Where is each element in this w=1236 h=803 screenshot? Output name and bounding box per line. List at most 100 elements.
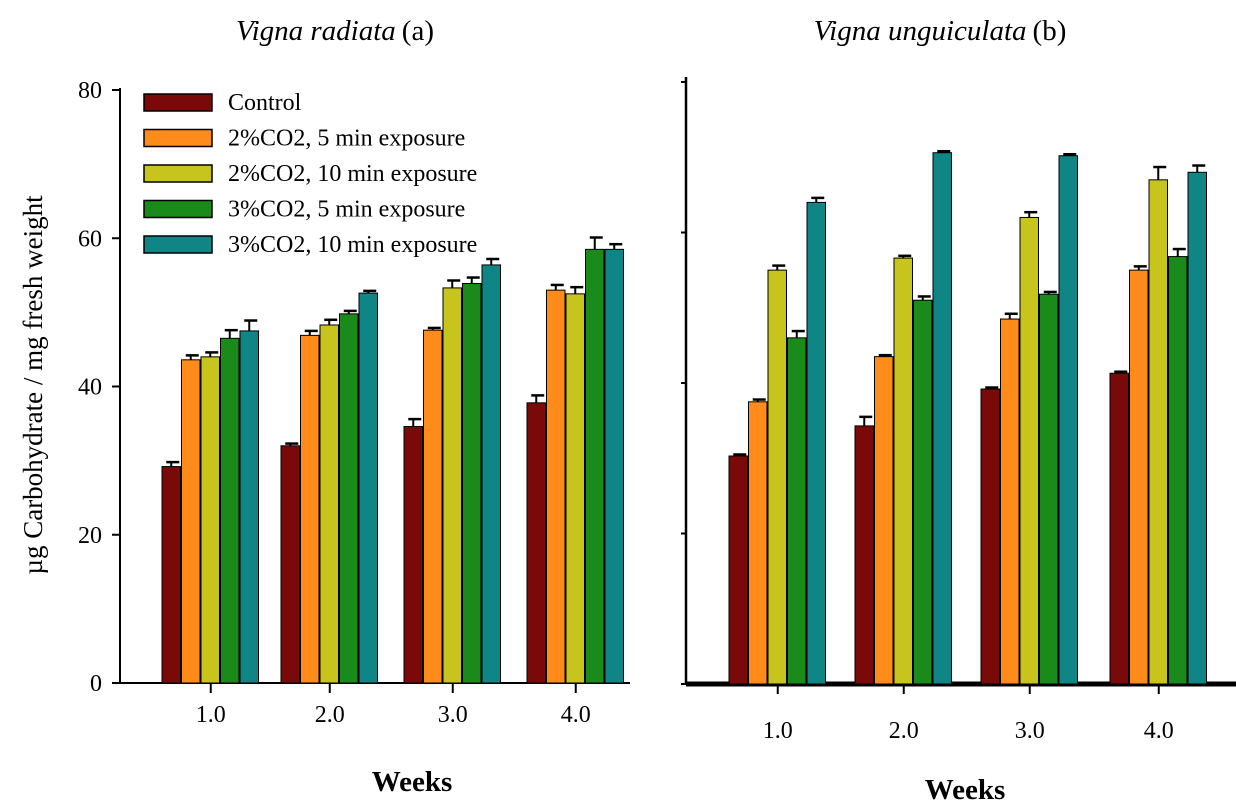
error-bar: [1024, 210, 1038, 218]
bar: [403, 426, 423, 684]
error-bar: [408, 417, 422, 427]
x-tick-label: 3.0: [1015, 718, 1045, 744]
bar: [1168, 256, 1188, 685]
bar: [565, 293, 585, 684]
bar: [526, 402, 546, 684]
y-tick-label: 60: [78, 226, 102, 252]
x-tick-label: 2.0: [889, 718, 919, 744]
bar: [854, 425, 874, 685]
panel-b-title-letter: (b): [1033, 15, 1067, 47]
bar: [893, 257, 913, 685]
bar: [585, 248, 605, 684]
bar: [980, 388, 1000, 685]
legend-item: 2%CO2, 5 min exposure: [143, 126, 465, 152]
error-bar: [1043, 290, 1057, 295]
bar: [200, 356, 220, 684]
error-bar: [447, 279, 461, 288]
legend-swatch: [143, 199, 213, 219]
panel-b-x-ticks: 1.0 2.0 3.0 4.0: [763, 684, 1174, 744]
bar: [932, 152, 952, 685]
panel-b-title-species: Vigna unguiculata: [814, 15, 1027, 47]
error-bar: [1004, 312, 1018, 320]
legend-label: 2%CO2, 5 min exposure: [228, 126, 465, 152]
x-tick-label: 1.0: [196, 702, 226, 728]
error-bar: [791, 329, 805, 338]
error-bar: [550, 283, 564, 291]
legend-swatch: [143, 164, 213, 183]
bar: [462, 282, 482, 684]
error-bar: [224, 328, 238, 339]
bar: [1187, 171, 1207, 685]
bar: [546, 289, 566, 684]
error-bar: [343, 309, 357, 314]
bar: [300, 334, 320, 684]
bar: [423, 329, 443, 684]
panel-a-y-axis-label: µg Carbohydrate / mg fresh weight: [18, 195, 48, 575]
bar: [913, 299, 933, 685]
panel-b-bars: [728, 149, 1207, 685]
bar: [1148, 179, 1168, 685]
error-bar: [466, 276, 480, 284]
legend-item: 2%CO2, 10 min exposure: [143, 161, 477, 187]
legend-swatch: [143, 93, 213, 112]
panel-a-x-axis-label: Weeks: [372, 766, 453, 798]
y-tick-label: 0: [90, 671, 102, 697]
legend-item: Control: [143, 90, 302, 116]
x-tick-label: 4.0: [561, 702, 591, 728]
panel-a-bars: [161, 236, 624, 684]
error-bar: [752, 398, 766, 402]
panel-a-title: Vigna radiata (a): [236, 15, 434, 47]
error-bar: [1114, 370, 1128, 374]
y-tick-label: 20: [78, 523, 102, 549]
bar: [161, 466, 181, 684]
y-tick-label: 80: [78, 78, 102, 104]
error-bar: [285, 442, 299, 446]
error-bar: [917, 295, 931, 301]
bar: [1039, 293, 1059, 685]
bar: [604, 248, 624, 684]
bar: [1000, 318, 1020, 685]
panel-a-x-ticks: 1.0 2.0 3.0 4.0: [196, 683, 591, 728]
error-bar: [1192, 164, 1206, 173]
bar: [1129, 269, 1149, 685]
legend-item: 3%CO2, 5 min exposure: [143, 197, 465, 223]
bar: [1058, 155, 1078, 685]
bar: [806, 201, 826, 685]
error-bar: [304, 329, 318, 336]
panel-b-title: Vigna unguiculata (b): [814, 15, 1067, 47]
bar: [767, 269, 787, 685]
legend-label: 3%CO2, 5 min exposure: [228, 197, 465, 223]
legend-label: 3%CO2, 10 min exposure: [228, 232, 477, 258]
error-bar: [898, 254, 912, 259]
legend-label: 2%CO2, 10 min exposure: [228, 161, 477, 187]
panel-b-x-axis-label: Weeks: [925, 774, 1006, 803]
legend: Control 2%CO2, 5 min exposure 2%CO2, 10 mi…: [143, 90, 477, 258]
legend-swatch: [143, 235, 213, 254]
error-bar: [985, 386, 999, 390]
y-tick-label: 40: [78, 375, 102, 401]
x-tick-label: 3.0: [438, 702, 468, 728]
error-bar: [363, 289, 377, 294]
error-bar: [531, 394, 545, 403]
error-bar: [486, 257, 500, 265]
error-bar: [166, 460, 180, 467]
bar: [181, 359, 201, 684]
bar: [481, 264, 501, 684]
x-tick-label: 4.0: [1144, 718, 1174, 744]
bar: [220, 337, 240, 684]
error-bar: [811, 196, 825, 203]
panel-a-y-ticks: 0 20 40 60 80: [78, 78, 120, 697]
error-bar: [589, 236, 603, 250]
bar: [874, 356, 894, 685]
panel-a-title-species: Vigna radiata: [236, 15, 396, 47]
legend-item: 3%CO2, 10 min exposure: [143, 232, 477, 258]
legend-swatch: [143, 128, 213, 148]
bar: [239, 330, 259, 684]
error-bar: [1153, 165, 1167, 180]
bar: [728, 455, 748, 685]
error-bar: [937, 149, 951, 153]
error-bar: [859, 415, 873, 426]
error-bar: [185, 354, 199, 360]
